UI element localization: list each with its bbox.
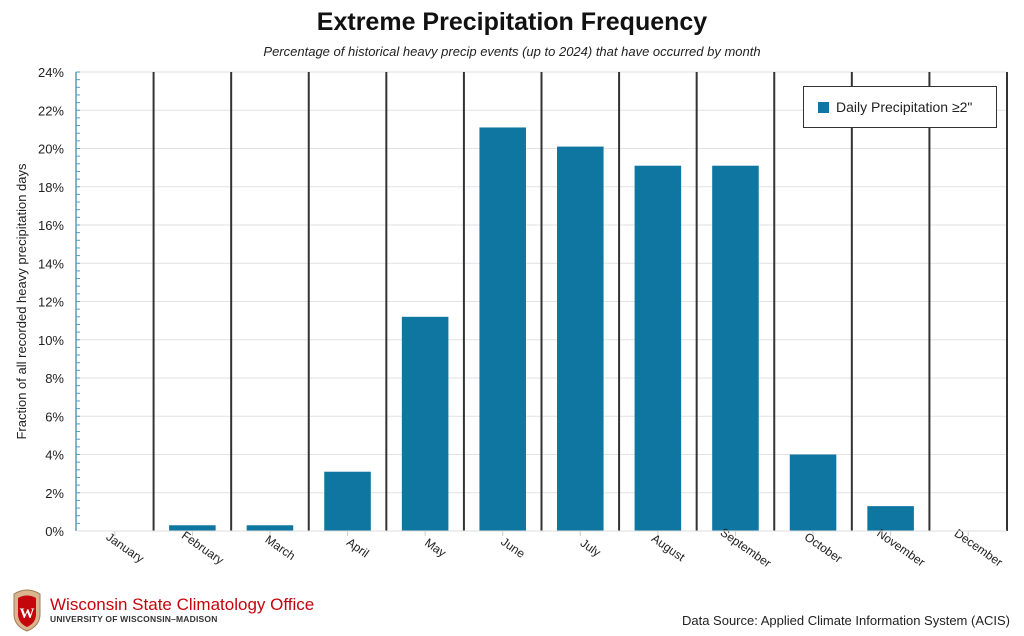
y-tick-label: 8% (45, 371, 64, 386)
x-tick-label: June (498, 535, 528, 562)
y-tick-label: 2% (45, 486, 64, 501)
data-source: Data Source: Applied Climate Information… (681, 613, 1010, 628)
legend-label: Daily Precipitation ≥2" (836, 99, 973, 115)
chart-subtitle: Percentage of historical heavy precip ev… (263, 44, 761, 59)
legend-swatch (818, 101, 829, 113)
y-tick-label: 14% (38, 256, 64, 271)
x-tick-label: September (718, 525, 774, 570)
x-tick-label: August (649, 531, 688, 564)
bar-october (789, 454, 837, 531)
bar-april (324, 471, 371, 531)
x-tick-label: July (578, 536, 604, 560)
bar-july (557, 146, 604, 531)
y-tick-label: 24% (38, 65, 64, 80)
y-tick-label: 4% (45, 448, 64, 463)
bar-august (634, 165, 682, 531)
x-tick-label: May (422, 535, 449, 559)
legend: Daily Precipitation ≥2" (803, 86, 997, 128)
y-tick-label: 22% (38, 103, 64, 118)
chart-title: Extreme Precipitation Frequency (316, 8, 708, 36)
x-tick-label: January (104, 530, 147, 566)
bar-june (479, 127, 526, 532)
bar-november (867, 506, 914, 531)
bar-may (401, 316, 449, 531)
bar-september (712, 165, 759, 531)
org-name: Wisconsin State Climatology Office (50, 595, 315, 614)
y-tick-label: 16% (38, 218, 64, 233)
x-tick-label: December (952, 526, 1005, 569)
bar-march (246, 525, 294, 531)
y-axis-label: Fraction of all recorded heavy precipita… (14, 163, 29, 440)
x-tick-label: March (263, 532, 298, 563)
bar-february (169, 525, 216, 531)
x-tick-label: October (802, 530, 845, 566)
uw-crest-icon: W (13, 589, 41, 632)
y-tick-label: 18% (38, 180, 64, 195)
y-tick-label: 12% (38, 295, 64, 310)
svg-text:W: W (20, 606, 35, 622)
x-tick-label: November (874, 526, 927, 569)
y-tick-label: 10% (38, 333, 64, 348)
y-tick-label: 6% (45, 409, 64, 424)
wsco-logo: W Wisconsin State Climatology Office UNI… (10, 588, 314, 632)
y-tick-label: 20% (38, 142, 64, 157)
university-name: UNIVERSITY OF WISCONSIN–MADISON (50, 614, 218, 624)
x-tick-label: April (344, 535, 372, 560)
y-tick-label: 0% (45, 524, 64, 539)
x-tick-label: February (179, 528, 226, 567)
